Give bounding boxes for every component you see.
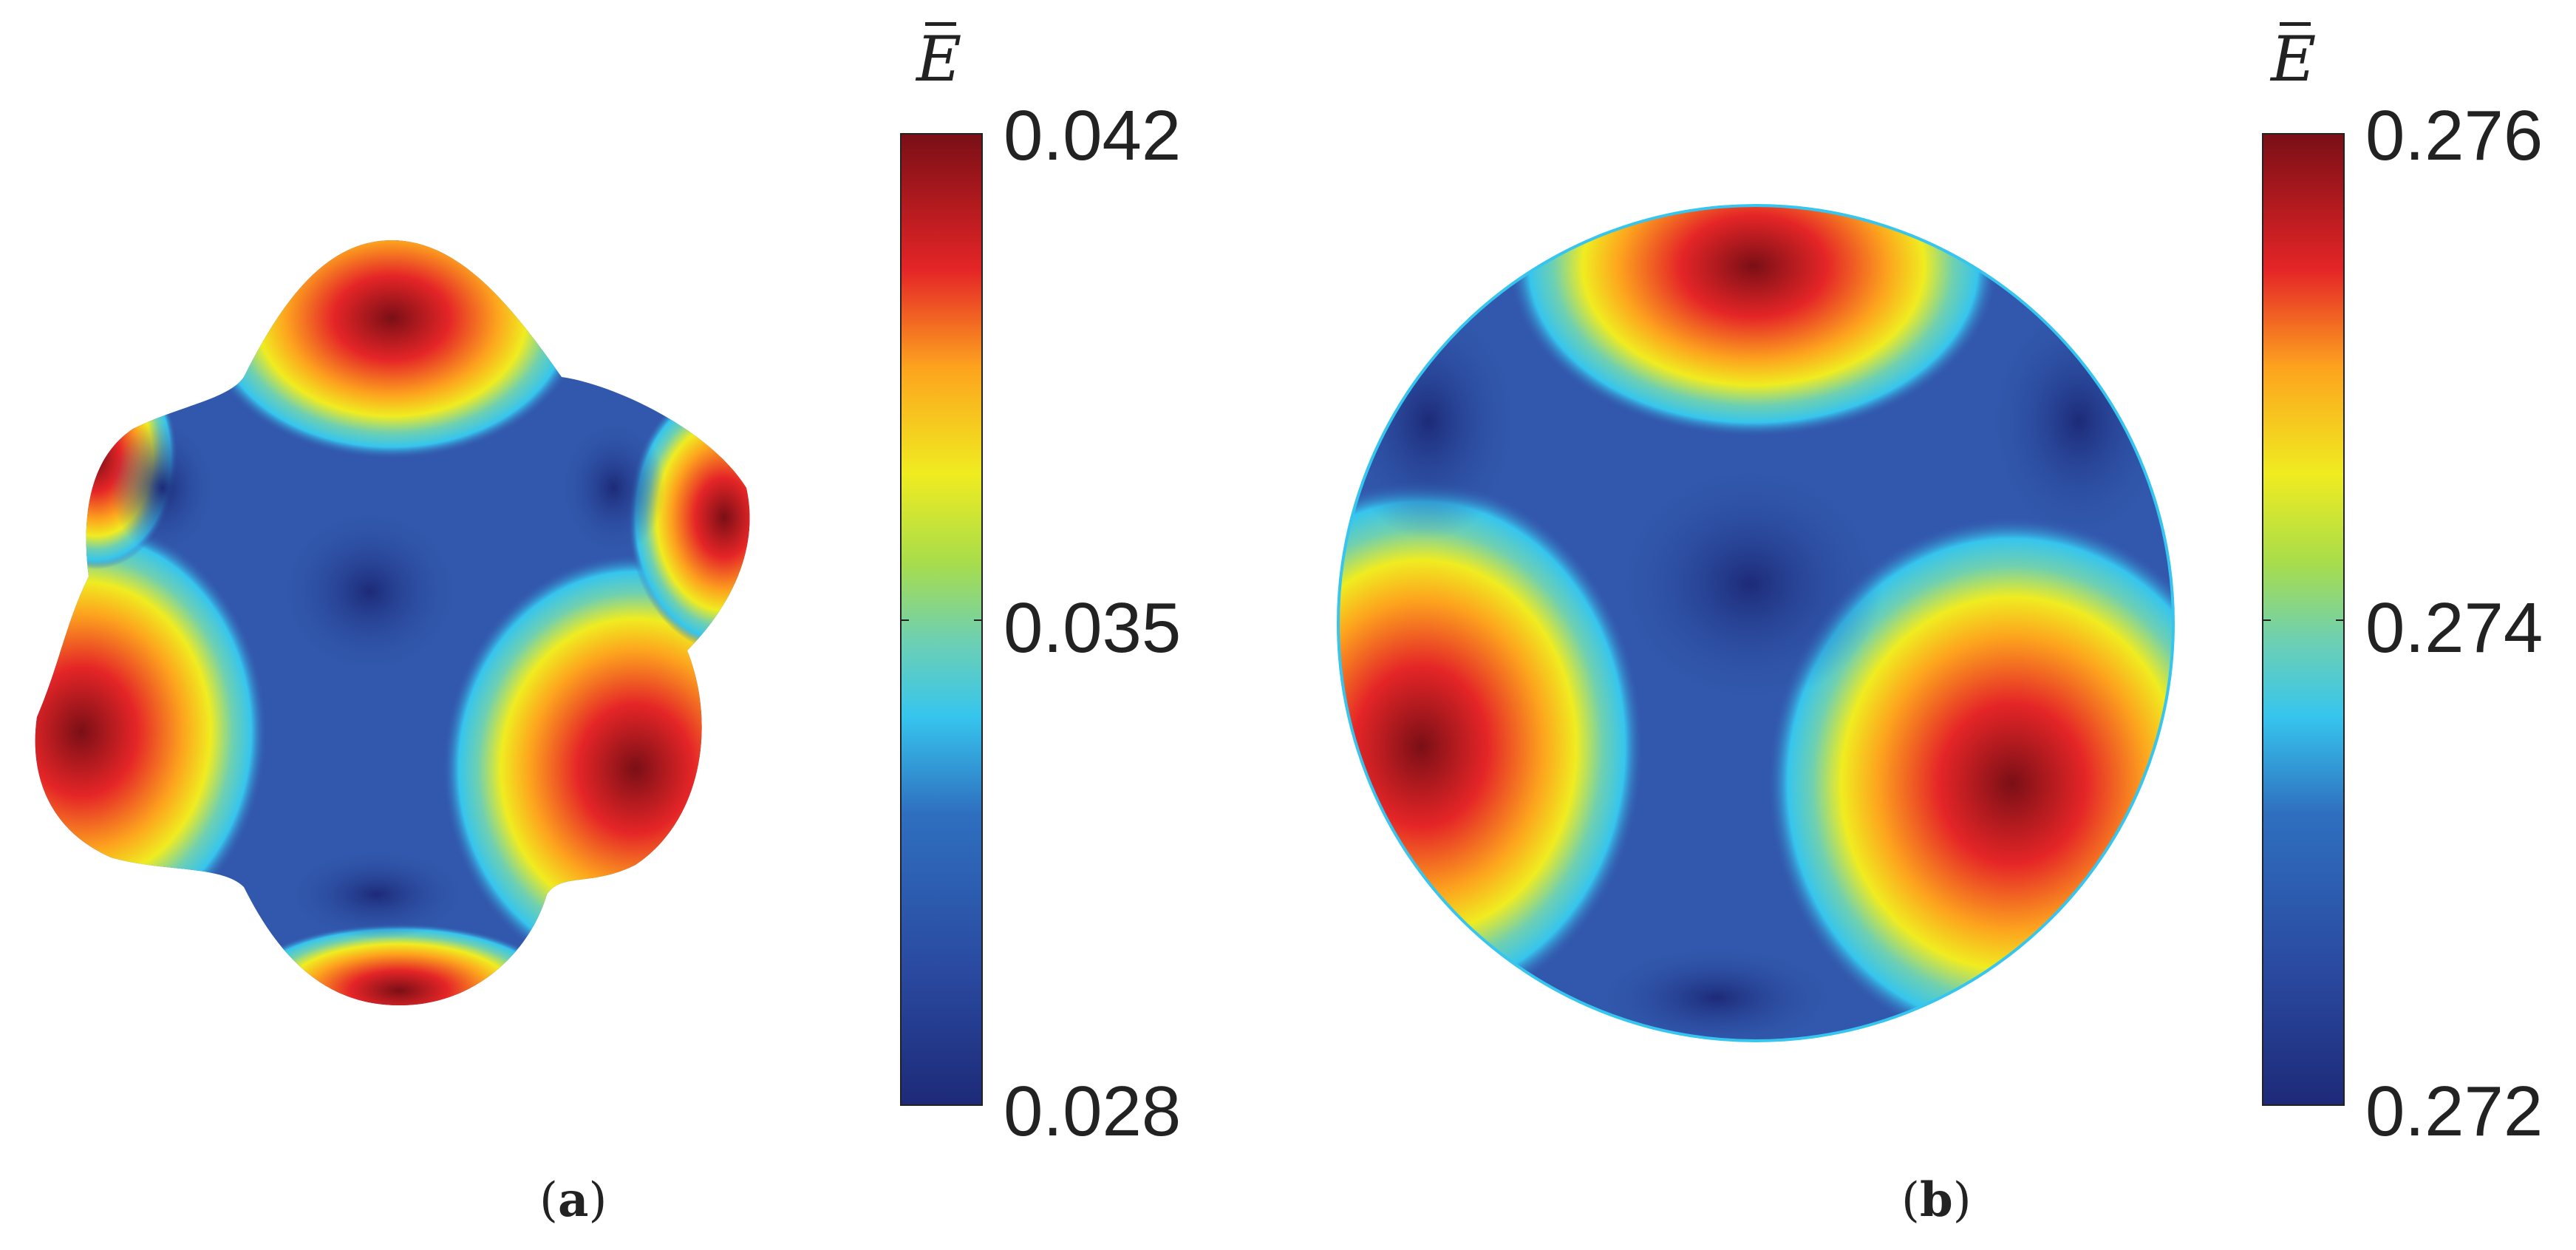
colorbar-b-tick-mid: 0.274 xyxy=(2365,588,2543,668)
colorbar-b-tick-max: 0.276 xyxy=(2365,96,2543,175)
sphere-surface-b xyxy=(1337,204,2175,1042)
colorbar-b-tick-min: 0.272 xyxy=(2365,1072,2543,1151)
colorbar-a xyxy=(900,133,983,1106)
panel-b: E 0.276 0.274 0.272 (b) xyxy=(1288,0,2576,1250)
colorbar-symbol-b: E xyxy=(2271,22,2317,95)
colorbar-symbol-a: E xyxy=(916,22,962,95)
caption-b: (b) xyxy=(1901,1172,1972,1228)
deformed-sphere-surface-a xyxy=(35,240,750,1005)
colorbar-a-tick-max: 0.042 xyxy=(1004,96,1182,175)
colorbar-a-tick-min: 0.028 xyxy=(1004,1072,1182,1151)
colorbar-b xyxy=(2262,133,2345,1106)
caption-a: (a) xyxy=(539,1172,607,1228)
panel-a: E 0.042 0.035 0.028 (a) xyxy=(35,22,1182,1228)
colorbar-a-tick-mid: 0.035 xyxy=(1004,588,1182,668)
